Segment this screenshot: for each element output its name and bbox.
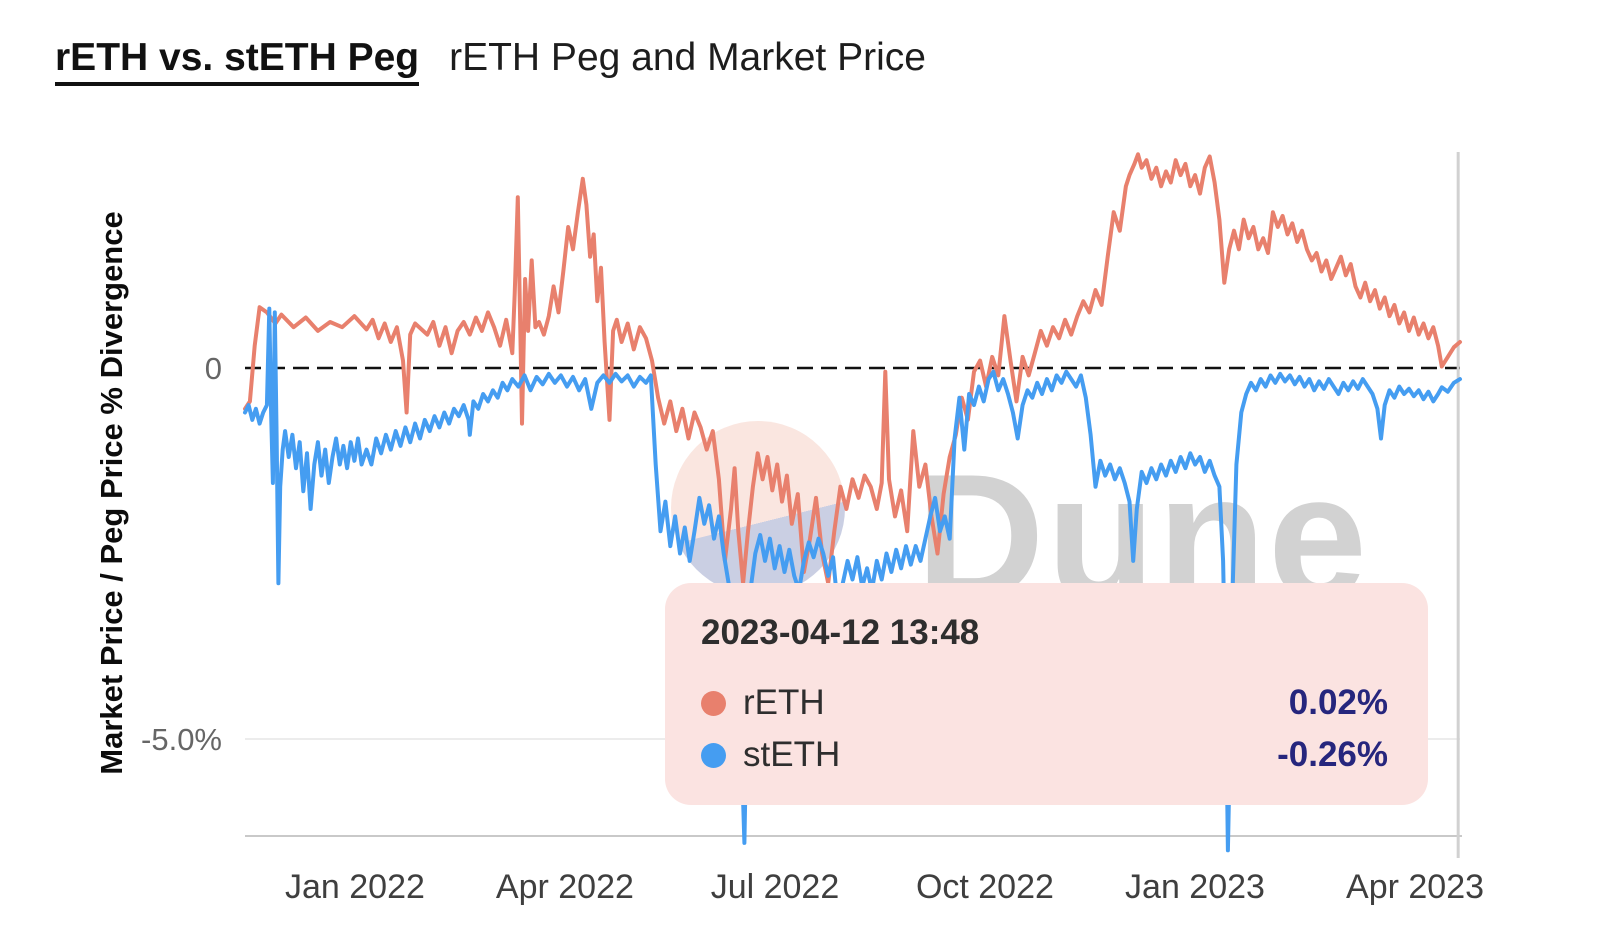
tooltip-reth-label: rETH: [743, 683, 825, 722]
x-tick-label: Apr 2023: [1346, 868, 1484, 906]
y-tick-label: 0: [205, 351, 222, 386]
tooltip-steth-value: -0.26%: [1277, 735, 1388, 774]
x-tick-label: Jan 2023: [1125, 868, 1265, 906]
reth-series-line: [243, 152, 1462, 586]
tooltip-timestamp: 2023-04-12 13:48: [701, 613, 980, 652]
y-tick-label: -5.0%: [141, 722, 222, 757]
x-tick-label: Jan 2022: [285, 868, 425, 906]
chart-tooltip: 2023-04-12 13:48 rETH 0.02% stETH -0.26%: [665, 583, 1428, 805]
steth-series-dot-icon: [701, 742, 726, 768]
chart-subtitle: rETH Peg and Market Price: [449, 36, 926, 79]
tooltip-reth-value: 0.02%: [1288, 683, 1388, 722]
tooltip-row-reth: rETH 0.02%: [701, 677, 1388, 729]
tooltip-steth-label: stETH: [743, 735, 841, 774]
x-tick-label: Jul 2022: [711, 868, 840, 906]
x-tick-label: Oct 2022: [916, 868, 1054, 906]
tooltip-row-steth: stETH -0.26%: [701, 729, 1388, 781]
chart-title: rETH vs. stETH Peg: [55, 36, 420, 86]
chart-header: rETH vs. stETH Peg rETH Peg and Market Pr…: [55, 36, 926, 86]
reth-series-dot-icon: [701, 690, 726, 716]
x-tick-label: Apr 2022: [496, 868, 634, 906]
